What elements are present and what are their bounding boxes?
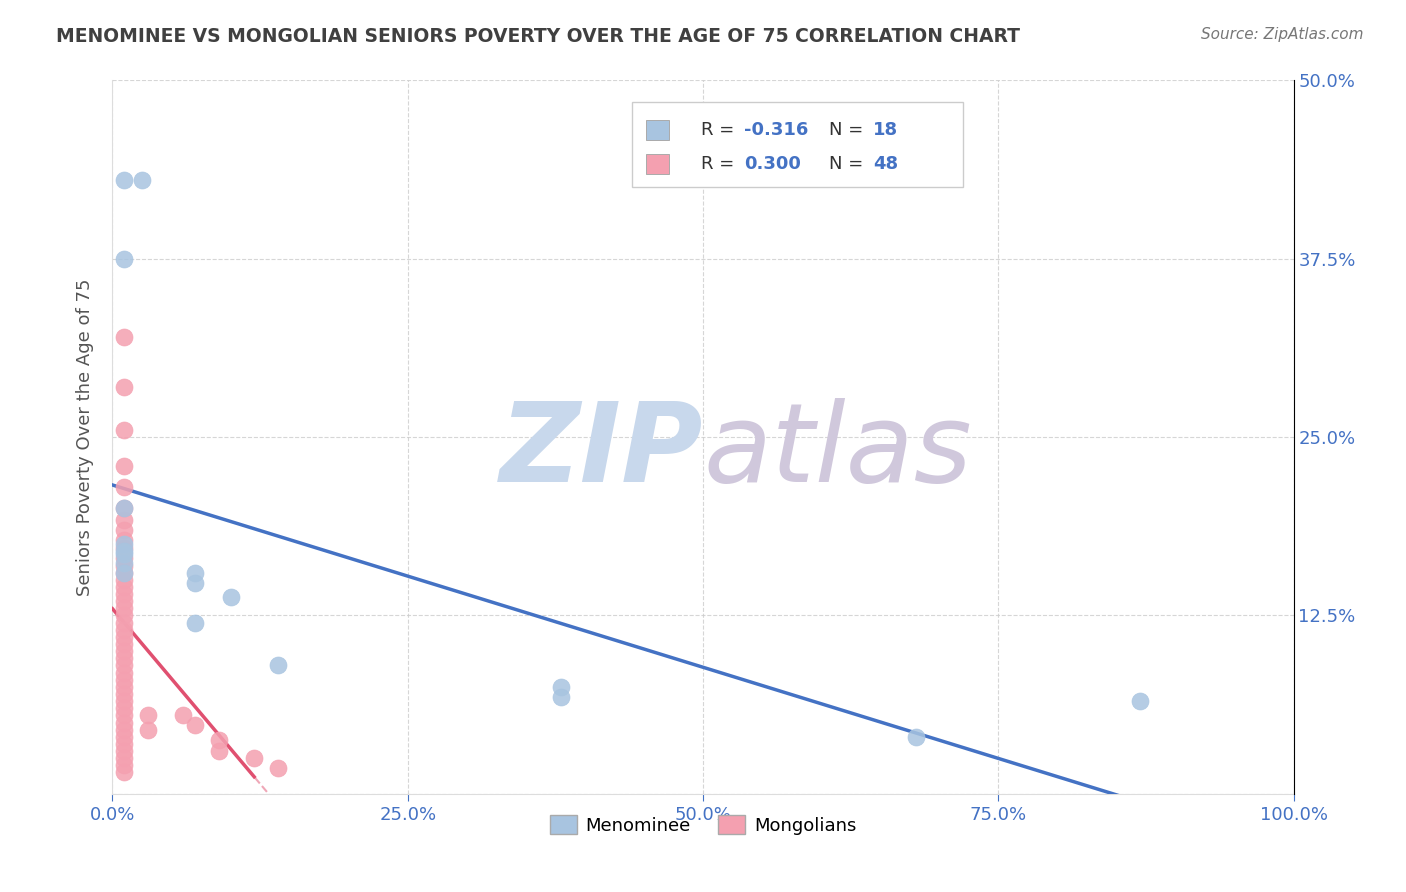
Point — [904, 730, 927, 744]
Point — [112, 608, 135, 623]
Point — [112, 523, 135, 537]
Point — [112, 615, 135, 630]
Text: N =: N = — [830, 155, 869, 173]
Point — [112, 644, 135, 658]
Point — [136, 723, 159, 737]
Point — [112, 651, 135, 665]
Text: 48: 48 — [873, 155, 898, 173]
Text: ZIP: ZIP — [499, 398, 703, 505]
Text: -0.316: -0.316 — [744, 120, 808, 138]
Point — [112, 637, 135, 651]
Point — [112, 751, 135, 765]
Text: R =: R = — [700, 120, 740, 138]
Point — [112, 566, 135, 580]
FancyBboxPatch shape — [633, 102, 963, 187]
Point — [112, 665, 135, 680]
Point — [112, 252, 135, 266]
Point — [112, 566, 135, 580]
Point — [112, 580, 135, 594]
Point — [112, 533, 135, 547]
Point — [112, 737, 135, 751]
Point — [112, 730, 135, 744]
Point — [184, 615, 207, 630]
Point — [112, 708, 135, 723]
Point — [112, 573, 135, 587]
Point — [112, 541, 135, 556]
Point — [112, 558, 135, 573]
Point — [112, 587, 135, 601]
Point — [112, 723, 135, 737]
Point — [112, 623, 135, 637]
Point — [243, 751, 266, 765]
Point — [267, 761, 290, 775]
Point — [112, 544, 135, 558]
Point — [112, 701, 135, 715]
Text: 18: 18 — [873, 120, 898, 138]
Point — [112, 501, 135, 516]
Point — [112, 547, 135, 561]
Text: MENOMINEE VS MONGOLIAN SENIORS POVERTY OVER THE AGE OF 75 CORRELATION CHART: MENOMINEE VS MONGOLIAN SENIORS POVERTY O… — [56, 27, 1021, 45]
Point — [112, 173, 135, 187]
Point — [112, 715, 135, 730]
Text: 0.300: 0.300 — [744, 155, 801, 173]
Point — [172, 708, 194, 723]
Point — [184, 575, 207, 590]
FancyBboxPatch shape — [647, 153, 669, 174]
Point — [208, 744, 231, 758]
Point — [112, 744, 135, 758]
Point — [112, 380, 135, 394]
Point — [550, 680, 572, 694]
Point — [219, 590, 242, 604]
Point — [112, 458, 135, 473]
Point — [112, 601, 135, 615]
Point — [112, 673, 135, 687]
Text: N =: N = — [830, 120, 869, 138]
Text: R =: R = — [700, 155, 740, 173]
Point — [112, 423, 135, 437]
Point — [267, 658, 290, 673]
Point — [208, 732, 231, 747]
Point — [136, 708, 159, 723]
Point — [112, 694, 135, 708]
Point — [112, 330, 135, 344]
Text: Source: ZipAtlas.com: Source: ZipAtlas.com — [1201, 27, 1364, 42]
Point — [112, 537, 135, 551]
Point — [112, 687, 135, 701]
Point — [112, 680, 135, 694]
Y-axis label: Seniors Poverty Over the Age of 75: Seniors Poverty Over the Age of 75 — [76, 278, 94, 596]
Point — [112, 630, 135, 644]
Point — [550, 690, 572, 704]
Point — [112, 513, 135, 527]
Point — [112, 594, 135, 608]
Point — [112, 556, 135, 570]
Point — [112, 758, 135, 772]
Point — [112, 658, 135, 673]
Point — [112, 501, 135, 516]
Point — [1129, 694, 1152, 708]
FancyBboxPatch shape — [647, 120, 669, 139]
Point — [112, 551, 135, 566]
Point — [184, 718, 207, 732]
Text: atlas: atlas — [703, 398, 972, 505]
Legend: Menominee, Mongolians: Menominee, Mongolians — [543, 808, 863, 842]
Point — [131, 173, 153, 187]
Point — [112, 480, 135, 494]
Point — [184, 566, 207, 580]
Point — [112, 765, 135, 780]
